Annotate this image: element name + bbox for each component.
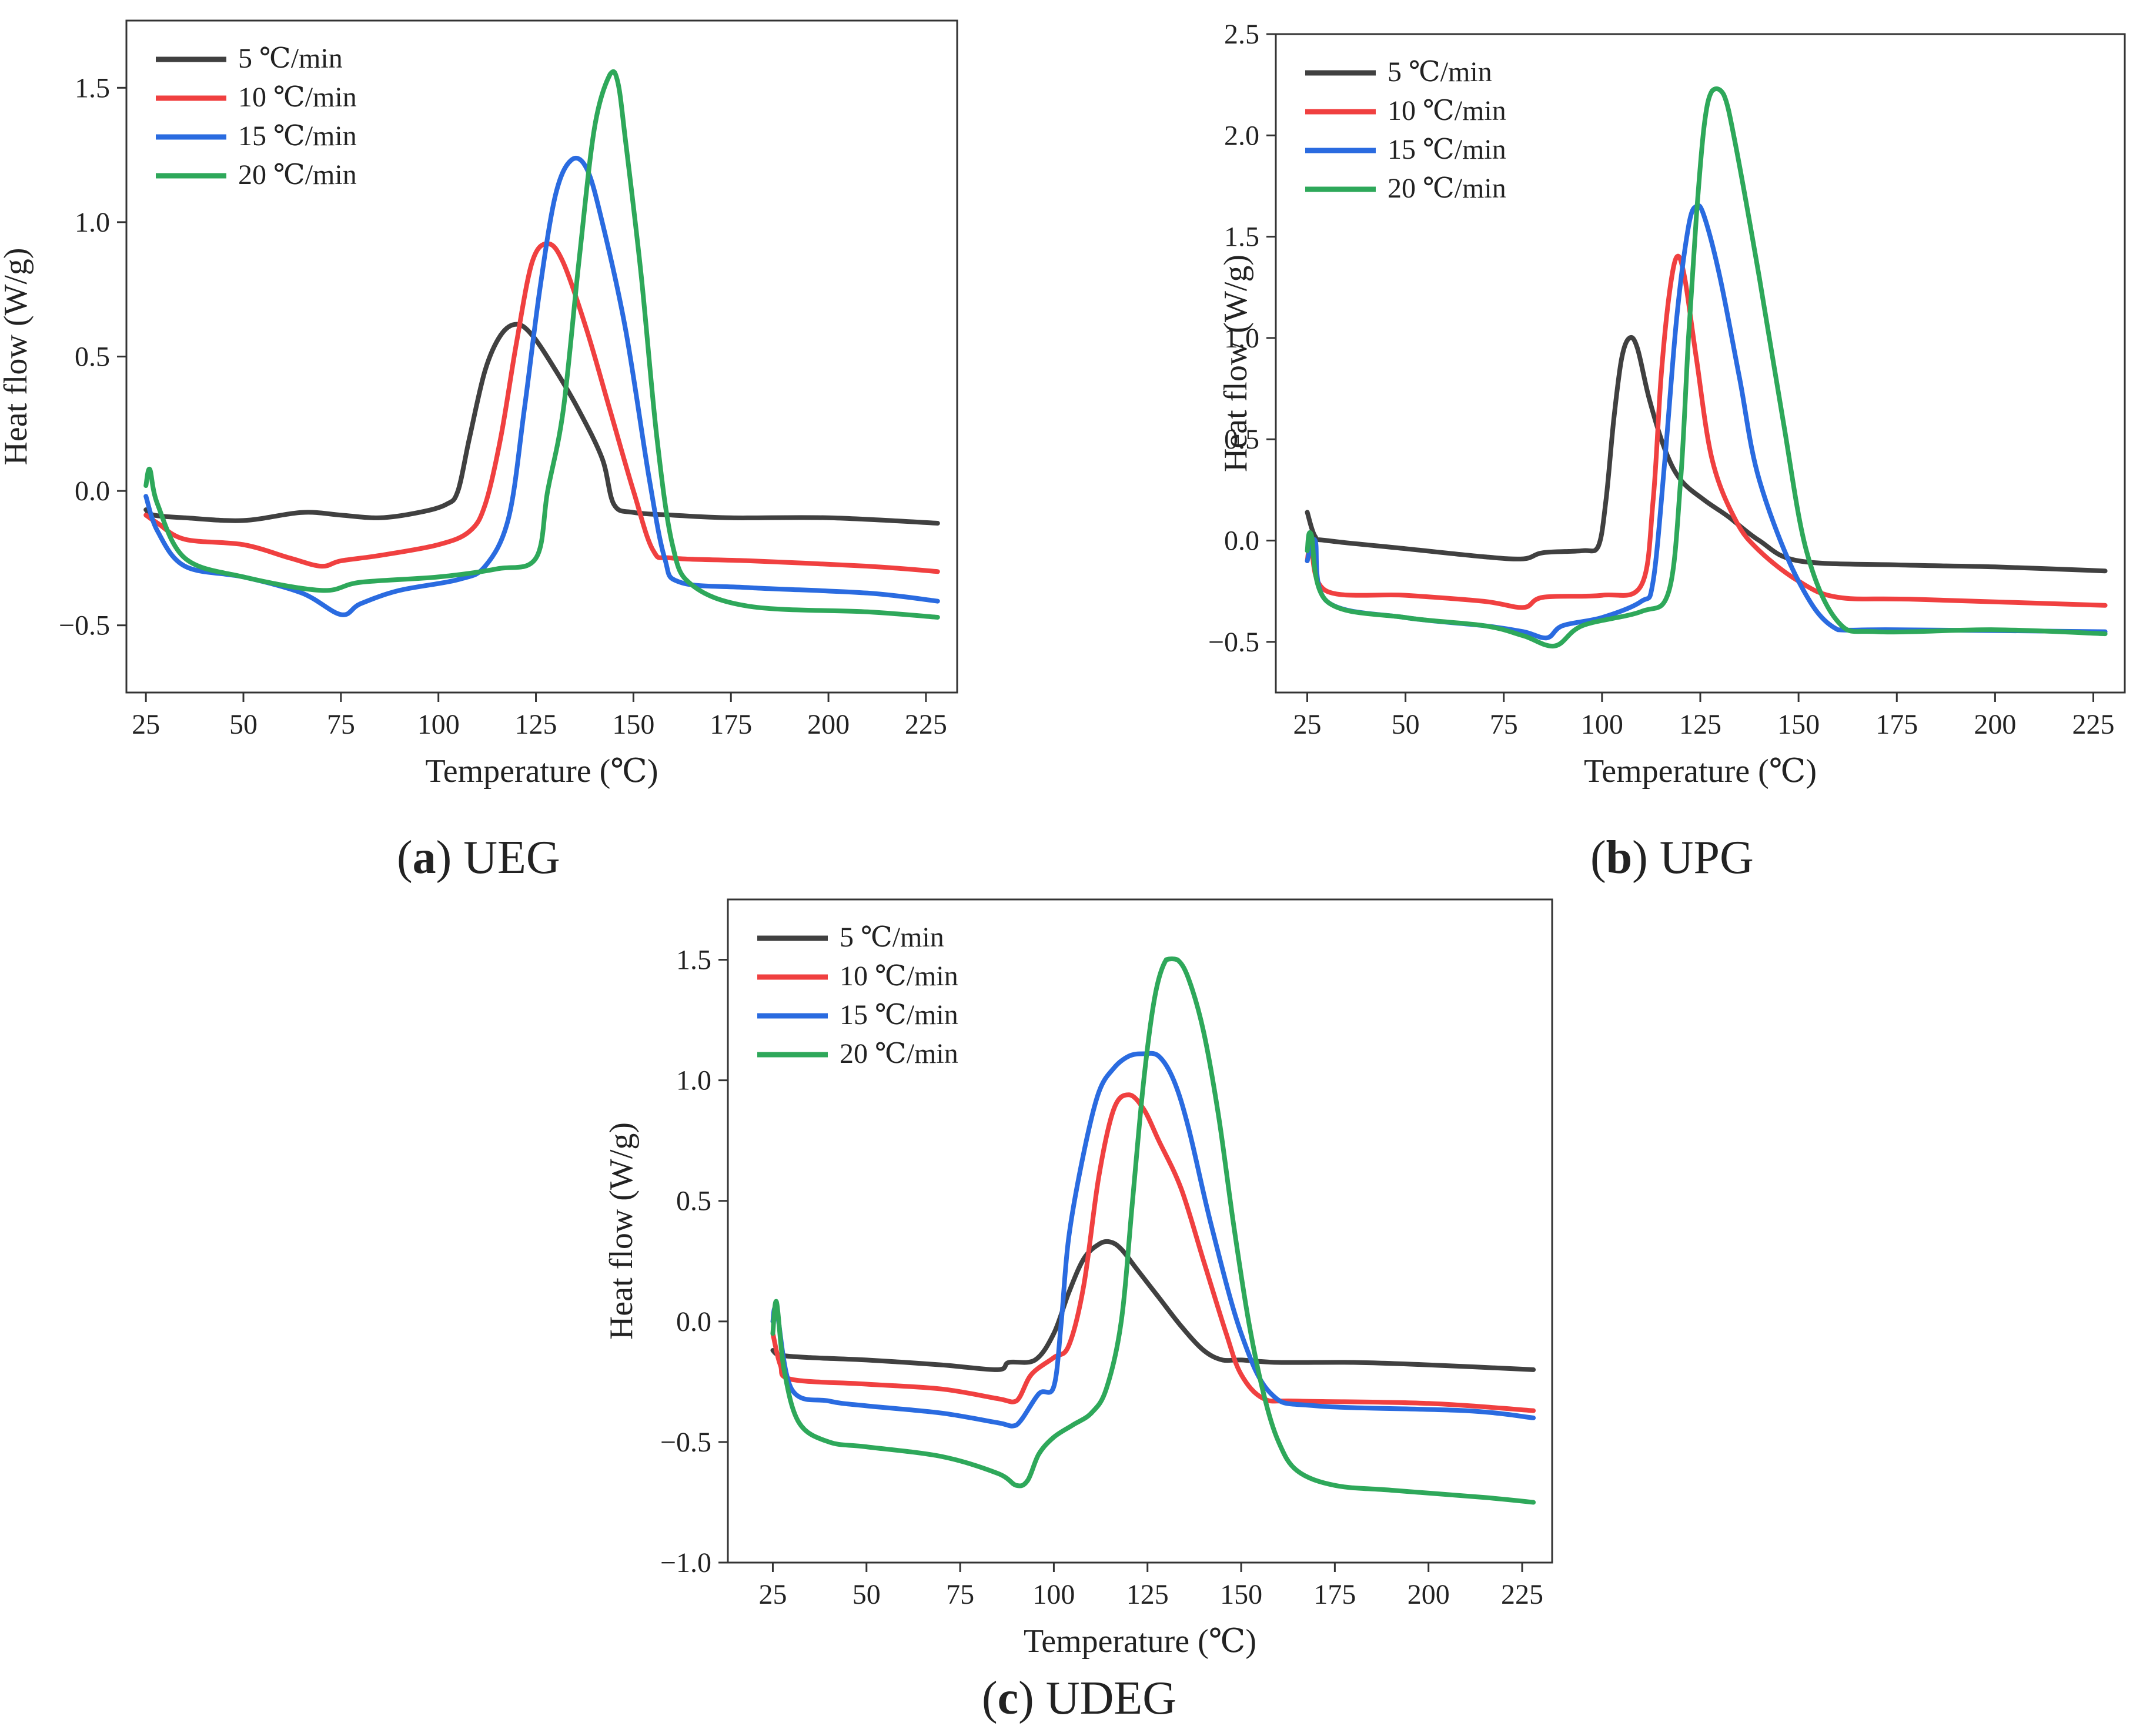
y-axis-title-b: Heat flow (W/g) bbox=[1218, 255, 1254, 472]
series-line-c-2 bbox=[770, 1051, 1536, 1429]
y-axis-title-a: Heat flow (W/g) bbox=[0, 247, 34, 465]
legend-label-b-0: 5 ℃/min bbox=[1388, 56, 1492, 88]
legend-label-c-1: 10 ℃/min bbox=[840, 961, 958, 992]
y-tick-label-c-4: 1.0 bbox=[676, 1065, 711, 1096]
y-tick-label-a-0: −0.5 bbox=[59, 610, 110, 641]
x-tick-label-a-1: 50 bbox=[229, 709, 258, 740]
series-line-b-1 bbox=[1305, 253, 2108, 610]
series-line-b-0 bbox=[1305, 335, 2108, 574]
x-tick-label-c-5: 150 bbox=[1220, 1579, 1262, 1610]
legend-label-c-0: 5 ℃/min bbox=[840, 922, 944, 953]
legend-label-b-2: 15 ℃/min bbox=[1388, 134, 1506, 165]
y-tick-label-a-4: 1.5 bbox=[75, 72, 110, 103]
y-tick-label-a-1: 0.0 bbox=[75, 476, 110, 507]
y-tick-label-c-2: 0.0 bbox=[676, 1306, 711, 1337]
legend-label-c-2: 15 ℃/min bbox=[840, 999, 958, 1031]
y-tick-label-b-2: 0.5 bbox=[1224, 424, 1259, 455]
caption-c: (c) UDEG bbox=[982, 1673, 1176, 1724]
caption-c-name: UDEG bbox=[1046, 1673, 1176, 1724]
series-line-b-3 bbox=[1305, 86, 2108, 649]
legend-label-b-3: 20 ℃/min bbox=[1388, 173, 1506, 204]
panel-b: 25 50 75 100 125 150 175 200 225 −0.5 0.0 0.5 1.0 1.5… bbox=[1208, 19, 2126, 884]
y-tick-label-b-6: 2.5 bbox=[1224, 19, 1259, 50]
y-tick-label-a-2: 0.5 bbox=[75, 342, 110, 373]
x-tick-label-c-2: 75 bbox=[946, 1579, 974, 1610]
x-tick-label-b-7: 200 bbox=[1974, 709, 2016, 740]
legend-label-b-1: 10 ℃/min bbox=[1388, 95, 1506, 126]
x-axis-title-b: Temperature (℃) bbox=[1584, 753, 1817, 790]
x-tick-label-b-6: 175 bbox=[1875, 709, 1918, 740]
x-tick-label-c-3: 100 bbox=[1032, 1579, 1075, 1610]
x-tick-label-a-0: 25 bbox=[132, 709, 160, 740]
y-tick-label-c-5: 1.5 bbox=[676, 945, 711, 976]
x-tick-label-a-4: 125 bbox=[515, 709, 557, 740]
caption-b: (b) UPG bbox=[1590, 832, 1754, 884]
caption-a-letter: a bbox=[413, 832, 436, 884]
x-tick-label-b-3: 100 bbox=[1581, 709, 1623, 740]
x-tick-label-a-6: 175 bbox=[710, 709, 752, 740]
plot-area-a: 25 50 75 100 125 150 175 200 225 −0.5 0.0 0.5 1.0 1.5… bbox=[0, 19, 958, 790]
legend-label-a-1: 10 ℃/min bbox=[238, 82, 357, 113]
legend-label-a-0: 5 ℃/min bbox=[238, 43, 343, 74]
x-tick-label-b-1: 50 bbox=[1392, 709, 1420, 740]
caption-c-letter: c bbox=[998, 1673, 1019, 1724]
caption-b-letter: b bbox=[1606, 832, 1633, 884]
series-line-a-3 bbox=[143, 69, 940, 620]
x-tick-label-b-8: 225 bbox=[2072, 709, 2115, 740]
x-tick-label-b-4: 125 bbox=[1679, 709, 1721, 740]
series-line-a-0 bbox=[143, 322, 940, 526]
y-tick-label-b-4: 1.5 bbox=[1224, 222, 1259, 253]
y-tick-label-c-3: 0.5 bbox=[676, 1186, 711, 1217]
caption-a: (a) UEG bbox=[397, 832, 560, 884]
x-tick-label-c-0: 25 bbox=[758, 1579, 787, 1610]
x-tick-label-c-8: 225 bbox=[1501, 1579, 1543, 1610]
y-tick-label-a-3: 1.0 bbox=[75, 207, 110, 238]
series-line-c-1 bbox=[770, 1092, 1536, 1413]
plot-area-c: 25 50 75 100 125 150 175 200 225 −1.0 −0.5 0.0 0.5 1.… bbox=[603, 898, 1553, 1660]
legend-label-a-3: 20 ℃/min bbox=[238, 159, 357, 190]
x-axis-title-c: Temperature (℃) bbox=[1024, 1623, 1256, 1660]
y-tick-label-b-5: 2.0 bbox=[1224, 120, 1259, 151]
y-tick-label-b-0: −0.5 bbox=[1208, 627, 1259, 658]
x-tick-label-a-7: 200 bbox=[807, 709, 850, 740]
x-tick-label-b-2: 75 bbox=[1490, 709, 1518, 740]
x-axis-title-a: Temperature (℃) bbox=[425, 753, 658, 790]
x-tick-label-a-2: 75 bbox=[327, 709, 355, 740]
x-tick-label-c-1: 50 bbox=[852, 1579, 881, 1610]
y-tick-label-b-1: 0.0 bbox=[1224, 526, 1259, 557]
series-line-a-2 bbox=[143, 156, 940, 617]
y-tick-label-c-0: −1.0 bbox=[660, 1547, 711, 1578]
x-tick-label-b-0: 25 bbox=[1293, 709, 1321, 740]
panel-a: 25 50 75 100 125 150 175 200 225 −0.5 0.0 0.5 1.0 1.5… bbox=[0, 19, 958, 884]
caption-b-name: UPG bbox=[1660, 832, 1754, 884]
legend-label-c-3: 20 ℃/min bbox=[840, 1038, 958, 1069]
y-tick-label-b-3: 1.0 bbox=[1224, 323, 1259, 354]
x-tick-label-a-5: 150 bbox=[612, 709, 654, 740]
x-tick-label-b-5: 150 bbox=[1777, 709, 1820, 740]
x-tick-label-c-4: 125 bbox=[1126, 1579, 1169, 1610]
caption-a-name: UEG bbox=[463, 832, 560, 884]
x-tick-label-c-7: 200 bbox=[1408, 1579, 1450, 1610]
x-tick-label-c-6: 175 bbox=[1313, 1579, 1356, 1610]
legend-label-a-2: 15 ℃/min bbox=[238, 121, 357, 152]
plot-frame-c bbox=[727, 898, 1553, 1564]
y-axis-title-c: Heat flow (W/g) bbox=[603, 1122, 640, 1340]
plot-area-b: 25 50 75 100 125 150 175 200 225 −0.5 0.0 0.5 1.0 1.5… bbox=[1208, 19, 2126, 790]
y-tick-label-c-1: −0.5 bbox=[660, 1427, 711, 1458]
x-tick-label-a-3: 100 bbox=[417, 709, 460, 740]
series-line-c-0 bbox=[770, 1239, 1536, 1372]
series-line-c-3 bbox=[770, 956, 1536, 1505]
panel-c: 25 50 75 100 125 150 175 200 225 −1.0 −0.5 0.0 0.5 1.… bbox=[603, 898, 1553, 1724]
x-tick-label-a-8: 225 bbox=[905, 709, 947, 740]
